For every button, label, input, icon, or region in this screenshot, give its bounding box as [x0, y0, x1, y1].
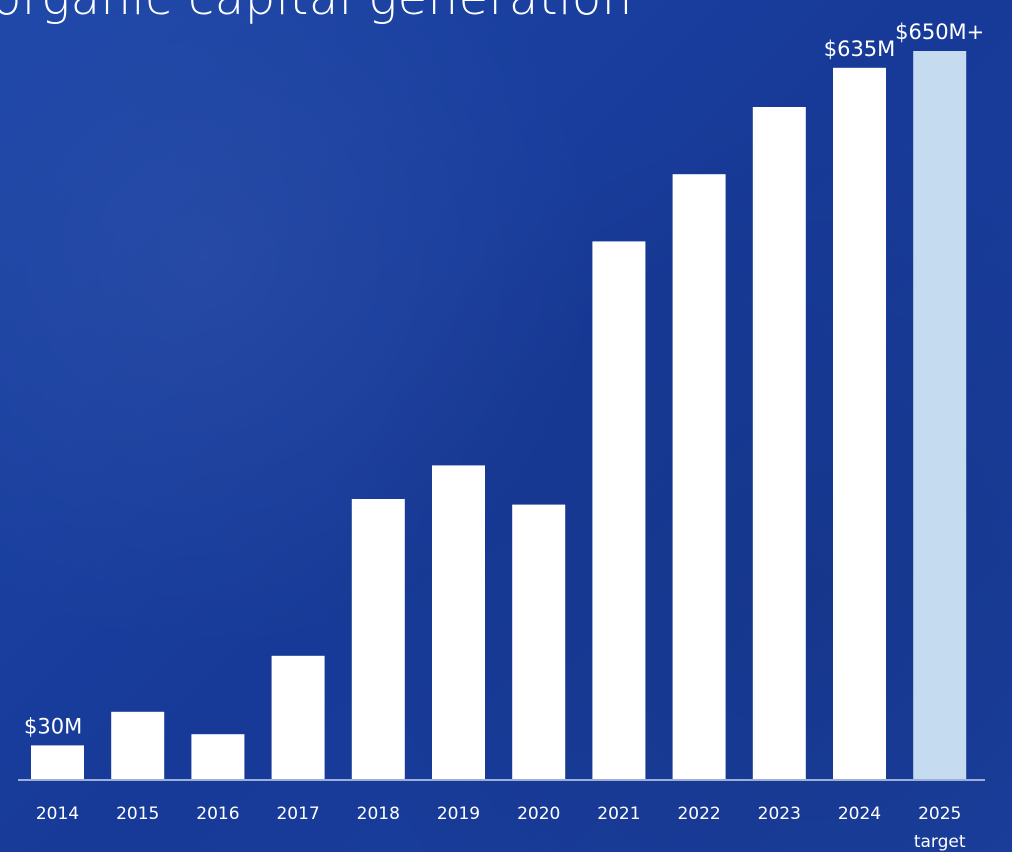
bar-2025 [913, 51, 967, 779]
bar-2015 [111, 711, 165, 779]
x-tick-label: 2023 [758, 804, 801, 824]
bar-2024 [833, 67, 886, 780]
x-tick-label: 2017 [276, 804, 319, 824]
data-label: $635M [824, 37, 896, 61]
bar-2020 [512, 504, 566, 779]
x-tick-sublabel: target [914, 832, 966, 852]
bar-2014 [31, 745, 84, 779]
x-tick-label: 2021 [597, 804, 640, 824]
x-tick-label: 2020 [517, 804, 560, 824]
x-tick-label: 2014 [36, 804, 79, 824]
data-label: $30M [24, 714, 82, 738]
bar-2022 [672, 174, 726, 779]
x-tick-label: 2022 [677, 804, 720, 824]
bar-2021 [592, 241, 646, 779]
data-label: $650M+ [895, 20, 984, 44]
chart-title: organic capital generation [0, 0, 633, 26]
bar-2023 [752, 107, 806, 779]
bar-2017 [271, 655, 325, 779]
x-tick-label: 2019 [437, 804, 480, 824]
x-tick-label: 2025 [918, 804, 961, 824]
x-tick-label: 2024 [838, 804, 881, 824]
bar-2016 [191, 734, 245, 779]
x-tick-label: 2015 [116, 804, 159, 824]
bar-2019 [432, 465, 485, 779]
bar-2018 [351, 499, 405, 779]
x-tick-label: 2016 [196, 804, 239, 824]
x-tick-label: 2018 [357, 804, 400, 824]
